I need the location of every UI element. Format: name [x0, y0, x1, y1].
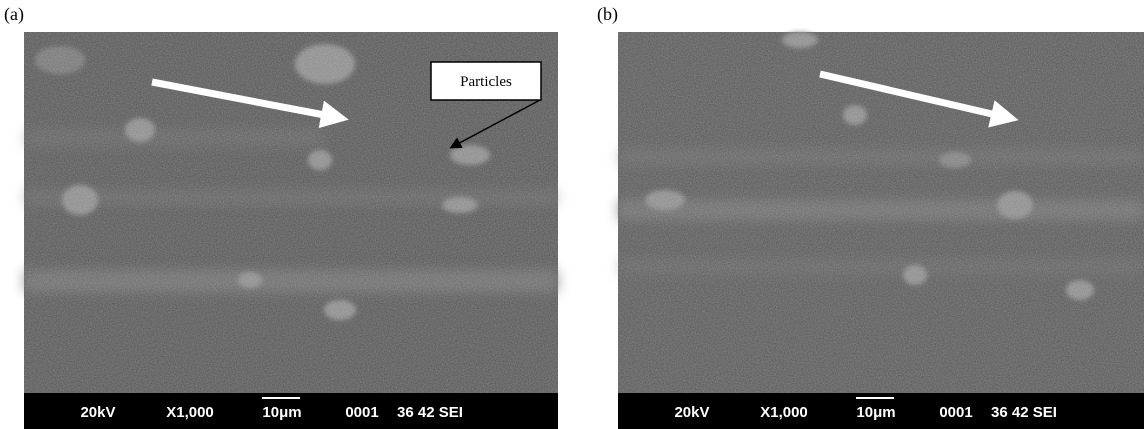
sem-image: 20kV X1,000 10μm 0001 36 42 SEI Particle… — [24, 32, 558, 429]
figure: (a) (b) 20kV X1,000 10μm 0001 36 42 SEI — [0, 0, 1144, 429]
info-text: 20kV — [80, 404, 115, 421]
info-text: 0001 — [345, 404, 378, 421]
callout-text: Particles — [460, 74, 512, 90]
info-text: 36 42 SEI — [397, 404, 463, 421]
info-text: 36 42 SEI — [991, 404, 1057, 421]
panel-label: (a) — [4, 4, 24, 25]
info-text: X1,000 — [166, 404, 214, 421]
info-text: 0001 — [939, 404, 972, 421]
panel-label: (b) — [597, 4, 618, 25]
info-text: 10μm — [856, 404, 895, 421]
sem-image: 20kV X1,000 10μm 0001 36 42 SEI — [618, 32, 1144, 429]
info-text: X1,000 — [760, 404, 808, 421]
info-text: 20kV — [674, 404, 709, 421]
info-text: 10μm — [262, 404, 301, 421]
